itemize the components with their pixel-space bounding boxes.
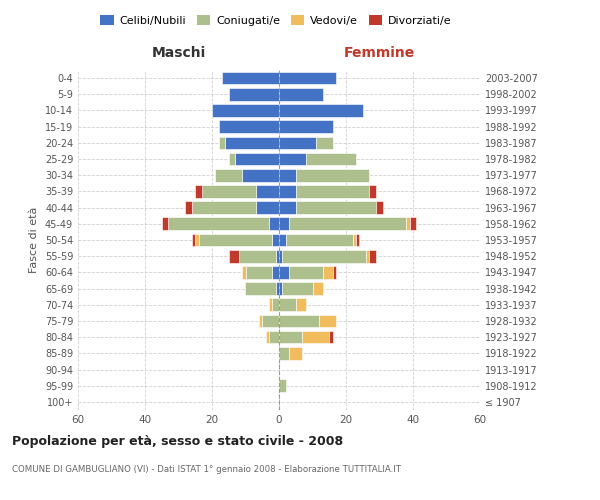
Bar (239, 250, 275, 262)
Bar (370, 250, 376, 262)
Bar (366, 250, 370, 262)
Bar (162, 218, 169, 230)
Bar (218, 120, 279, 133)
Bar (185, 202, 192, 214)
Bar (229, 250, 239, 262)
Bar (226, 136, 279, 149)
Bar (319, 314, 336, 328)
Bar (279, 282, 283, 295)
Bar (313, 282, 323, 295)
Bar (279, 104, 363, 117)
Bar (192, 202, 256, 214)
Bar (279, 380, 286, 392)
Bar (279, 234, 286, 246)
Legend: Celibi/Nubili, Coniugati/e, Vedovi/e, Divorziati/e: Celibi/Nubili, Coniugati/e, Vedovi/e, Di… (96, 10, 456, 30)
Bar (275, 250, 279, 262)
Bar (296, 169, 370, 181)
Bar (406, 218, 410, 230)
Bar (289, 266, 323, 278)
Bar (316, 136, 332, 149)
Bar (279, 152, 306, 166)
Bar (410, 218, 416, 230)
Bar (279, 266, 289, 278)
Bar (286, 234, 353, 246)
Bar (192, 234, 195, 246)
Bar (256, 185, 279, 198)
Text: Popolazione per età, sesso e stato civile - 2008: Popolazione per età, sesso e stato civil… (12, 435, 343, 448)
Text: Maschi: Maschi (151, 46, 206, 60)
Bar (356, 234, 359, 246)
Bar (272, 234, 279, 246)
Bar (256, 202, 279, 214)
Bar (245, 266, 272, 278)
Bar (279, 136, 316, 149)
Bar (242, 266, 245, 278)
Bar (289, 218, 406, 230)
Bar (199, 234, 272, 246)
Bar (219, 136, 226, 149)
Bar (279, 72, 336, 85)
Text: Femmine: Femmine (344, 46, 415, 60)
Bar (283, 250, 366, 262)
Bar (269, 218, 279, 230)
Bar (306, 152, 356, 166)
Bar (202, 185, 256, 198)
Bar (266, 331, 269, 344)
Bar (272, 298, 279, 311)
Bar (279, 331, 302, 344)
Bar (195, 185, 202, 198)
Bar (279, 347, 289, 360)
Bar (215, 169, 242, 181)
Bar (195, 234, 199, 246)
Y-axis label: Fasce di età: Fasce di età (29, 207, 39, 273)
Bar (279, 88, 323, 101)
Bar (332, 266, 336, 278)
Bar (279, 169, 296, 181)
Bar (296, 202, 376, 214)
Bar (296, 185, 370, 198)
Bar (279, 202, 296, 214)
Bar (222, 72, 279, 85)
Bar (283, 282, 313, 295)
Bar (279, 298, 296, 311)
Bar (235, 152, 279, 166)
Bar (376, 202, 383, 214)
Bar (242, 169, 279, 181)
Bar (229, 88, 279, 101)
Bar (259, 314, 262, 328)
Bar (269, 331, 279, 344)
Bar (229, 152, 235, 166)
Bar (323, 266, 332, 278)
Bar (262, 314, 279, 328)
Bar (212, 104, 279, 117)
Bar (169, 218, 269, 230)
Bar (370, 185, 376, 198)
Bar (272, 266, 279, 278)
Bar (329, 331, 332, 344)
Bar (353, 234, 356, 246)
Text: COMUNE DI GAMBUGLIANO (VI) - Dati ISTAT 1° gennaio 2008 - Elaborazione TUTTITALI: COMUNE DI GAMBUGLIANO (VI) - Dati ISTAT … (12, 465, 401, 474)
Bar (289, 347, 302, 360)
Bar (302, 331, 329, 344)
Bar (279, 314, 319, 328)
Bar (275, 282, 279, 295)
Bar (269, 298, 272, 311)
Bar (296, 298, 306, 311)
Bar (245, 282, 275, 295)
Bar (279, 185, 296, 198)
Bar (279, 120, 332, 133)
Bar (279, 250, 283, 262)
Bar (279, 218, 289, 230)
